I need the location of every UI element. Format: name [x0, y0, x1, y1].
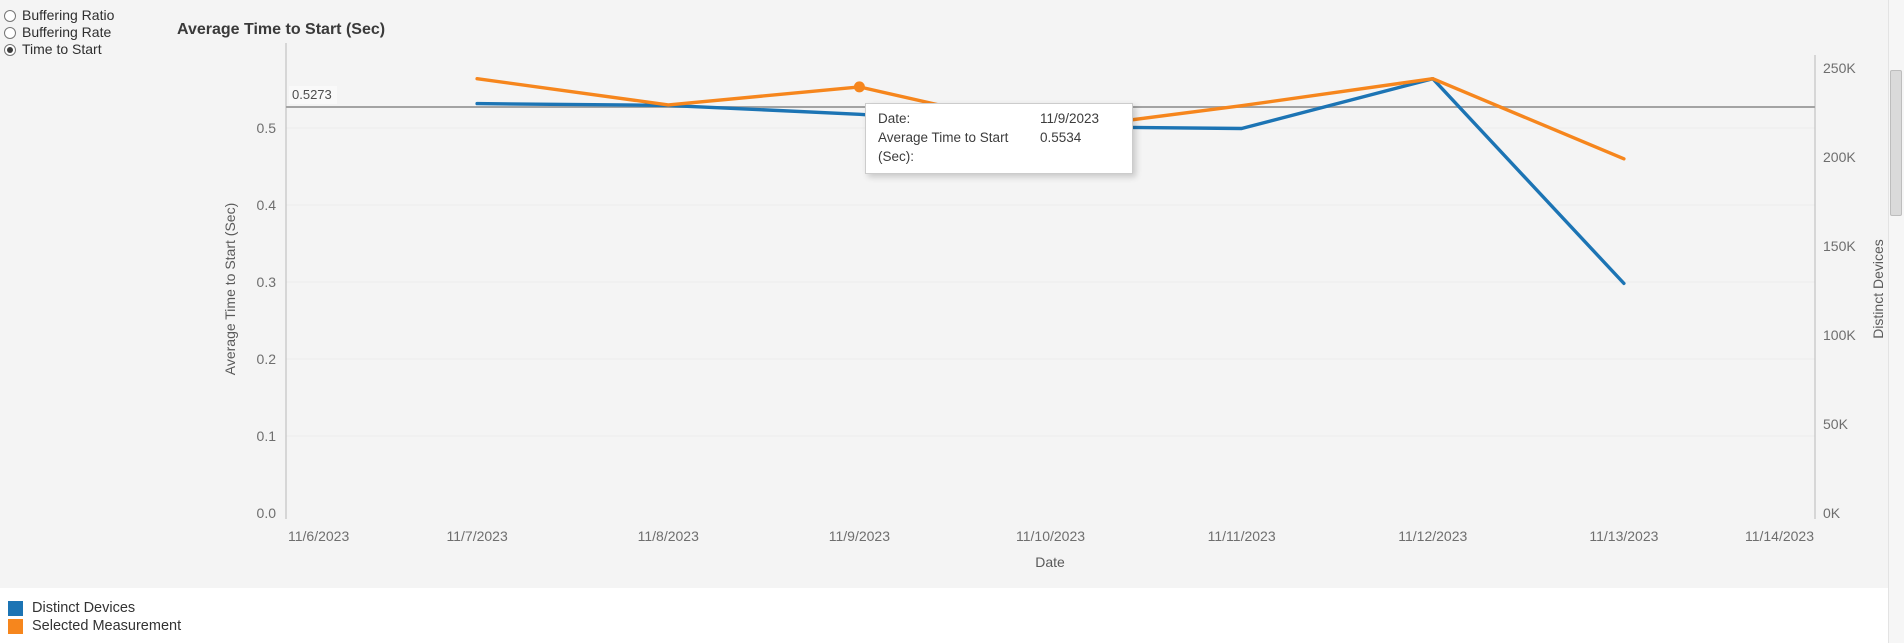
radio-option-buffering-rate[interactable]: Buffering Rate [4, 24, 114, 41]
radio-option-buffering-ratio[interactable]: Buffering Ratio [4, 7, 114, 24]
left-axis-tick-label: 0.0 [256, 505, 276, 521]
x-axis-title: Date [1035, 554, 1065, 570]
vertical-scrollbar-thumb[interactable] [1890, 70, 1902, 216]
tooltip-date-row: Date: 11/9/2023 [878, 109, 1121, 128]
radio-option-time-to-start[interactable]: Time to Start [4, 41, 114, 58]
left-axis-tick-label: 0.5 [256, 120, 276, 136]
radio-button-icon[interactable] [4, 9, 16, 22]
left-axis-tick-label: 0.2 [256, 351, 276, 367]
radio-option-label: Buffering Ratio [22, 7, 115, 23]
x-axis-tick-label: 11/14/2023 [1744, 528, 1814, 544]
legend-item-distinct-devices[interactable]: Distinct Devices [8, 599, 1904, 617]
legend-item-selected-measurement[interactable]: Selected Measurement [8, 617, 1904, 635]
right-axis-tick-label: 50K [1823, 416, 1848, 432]
radio-option-label: Buffering Rate [22, 24, 112, 40]
tooltip-date-label: Date: [878, 111, 911, 126]
left-axis-tick-label: 0.3 [256, 274, 276, 290]
vertical-scrollbar-track[interactable] [1888, 0, 1904, 643]
right-axis-tick-label: 0K [1823, 505, 1841, 521]
x-axis-tick-label: 11/7/2023 [446, 528, 508, 544]
x-axis-tick-label: 11/12/2023 [1398, 528, 1468, 544]
tooltip-measure-label: Average Time to Start (Sec): [878, 130, 1009, 164]
chart-title: Average Time to Start (Sec) [177, 21, 386, 38]
radio-option-label: Time to Start [22, 41, 102, 57]
right-axis-tick-label: 250K [1823, 60, 1856, 76]
highlighted-point-marker[interactable] [853, 81, 865, 93]
measurement-radio-group: Buffering Ratio Buffering Rate Time to S… [4, 7, 114, 58]
radio-button-icon[interactable] [4, 26, 16, 39]
reference-line-label: 0.5273 [289, 85, 337, 104]
legend-band: Distinct Devices Selected Measurement [0, 588, 1904, 643]
x-axis-tick-label: 11/13/2023 [1589, 528, 1659, 544]
legend-swatch-icon [8, 618, 23, 634]
right-axis-tick-label: 200K [1823, 149, 1856, 165]
chart-tooltip: Date: 11/9/2023 Average Time to Start (S… [865, 103, 1133, 174]
legend-swatch-icon [8, 600, 23, 616]
x-axis-tick-label: 11/8/2023 [637, 528, 699, 544]
radio-button-icon[interactable] [4, 43, 16, 56]
x-axis-tick-label: 11/11/2023 [1207, 528, 1276, 544]
right-axis-tick-label: 100K [1823, 327, 1856, 343]
tooltip-date-value: 11/9/2023 [1040, 111, 1100, 126]
legend-label: Distinct Devices [32, 600, 136, 616]
left-axis-tick-label: 0.4 [256, 197, 276, 213]
tooltip-measure-value: 0.5534 [1040, 130, 1082, 145]
tooltip-measure-row: Average Time to Start (Sec): 0.5534 [878, 128, 1121, 166]
x-axis-tick-label: 11/9/2023 [828, 528, 890, 544]
left-axis-tick-label: 0.1 [256, 428, 276, 444]
legend-label: Selected Measurement [32, 618, 182, 634]
x-axis-tick-label: 11/6/2023 [288, 528, 350, 544]
x-axis-tick-label: 11/10/2023 [1015, 528, 1086, 544]
right-axis-tick-label: 150K [1823, 238, 1856, 254]
